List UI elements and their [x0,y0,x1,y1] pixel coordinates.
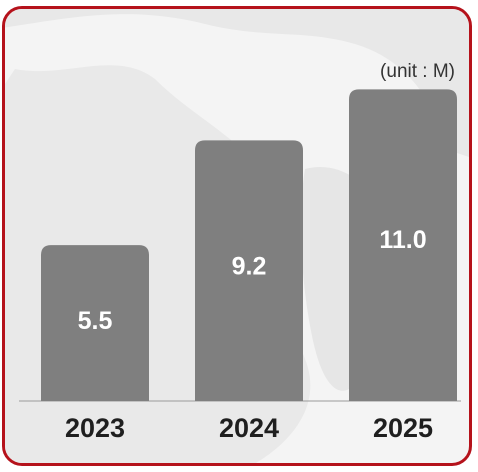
bar-chart: 5.5 2023 9.2 2024 11.0 2025 [19,89,461,443]
bar-2023 [41,245,149,401]
bar-2024 [195,140,303,402]
bar-2025 [349,89,457,401]
bar-value-label-2024: 9.2 [232,252,267,280]
bars-group: 5.5 2023 9.2 2024 11.0 2025 [41,89,457,443]
chart-card: (unit : M) 5.5 2023 9.2 2024 11.0 2025 [2,6,472,466]
x-tick-label-2023: 2023 [65,413,125,443]
x-tick-label-2025: 2025 [373,413,433,443]
bar-value-label-2023: 5.5 [78,307,113,335]
bar-value-label-2025: 11.0 [379,226,426,254]
x-tick-label-2024: 2024 [219,413,279,443]
unit-label: (unit : M) [380,61,455,82]
